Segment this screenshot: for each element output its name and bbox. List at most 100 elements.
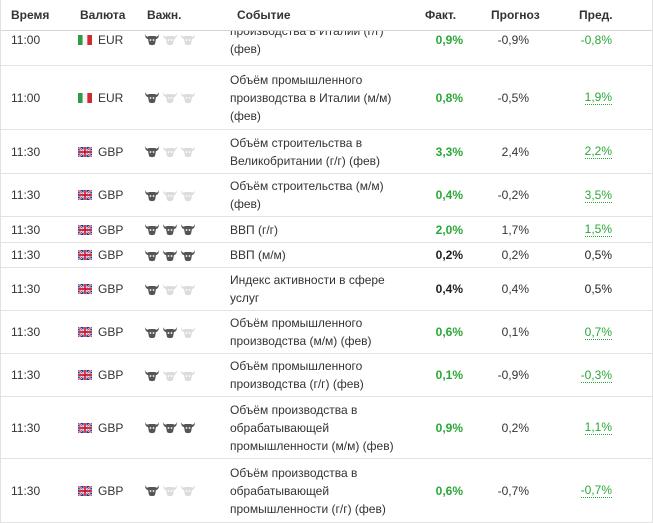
event-time: 11:30 xyxy=(11,144,41,159)
bull-empty-icon xyxy=(162,33,178,46)
previous-value-text[interactable]: 1,1% xyxy=(584,420,612,435)
event-name-text[interactable]: Объём строительства (м/м) (фев) xyxy=(230,177,384,213)
actual-value: 0,9% xyxy=(435,32,463,47)
event-name[interactable]: Объём промышленного производства (г/г) (ф… xyxy=(230,354,420,396)
event-name-text[interactable]: Объём промышленного производства (г/г) (ф… xyxy=(230,357,364,393)
bull-empty-icon xyxy=(180,283,196,296)
previous-value: -0,3% xyxy=(554,354,612,396)
previous-value: 2,2% xyxy=(554,130,612,173)
event-name[interactable]: Объём промышленного производства (м/м) (ф… xyxy=(230,311,420,353)
previous-value-text[interactable]: -0,7% xyxy=(580,483,612,498)
previous-value-text[interactable]: 1,9% xyxy=(584,90,612,105)
forecast-value: 0,2% xyxy=(501,248,529,262)
forecast-value: -0,7% xyxy=(497,483,529,498)
calendar-row[interactable]: 11:30 GBP Объём производства в обрабатывающ… xyxy=(1,459,652,523)
event-name[interactable]: ВВП (м/м) xyxy=(230,243,420,267)
forecast-value: 0,2% xyxy=(501,420,529,435)
header-currency[interactable]: Валюта xyxy=(80,8,126,22)
currency-code: EUR xyxy=(98,32,124,47)
event-name[interactable]: Объём производства в обрабатывающей промыш… xyxy=(230,459,420,522)
calendar-row[interactable]: 11:30 GBP Объём строительства в Великобрита… xyxy=(1,130,652,174)
event-time: 11:30 xyxy=(11,420,41,435)
importance-rating xyxy=(144,217,204,242)
actual-value: 0,8% xyxy=(435,90,463,105)
event-name-line: промышленности (м/м) (фев) xyxy=(230,438,394,453)
event-time: 11:30 xyxy=(11,222,41,237)
previous-value: 0,7% xyxy=(554,311,612,353)
calendar-row[interactable]: 11:30 GBP Объём промышленного производства … xyxy=(1,311,652,354)
currency-code: GBP xyxy=(98,282,124,296)
event-name[interactable]: Объём строительства в Великобритании (г/г… xyxy=(230,130,420,173)
event-name-text[interactable]: Объём строительства в Великобритании (г/г… xyxy=(230,134,380,170)
importance-rating xyxy=(144,130,204,173)
currency-code: GBP xyxy=(98,188,124,202)
header-forecast[interactable]: Прогноз xyxy=(491,8,540,22)
previous-value-text[interactable]: 3,5% xyxy=(584,187,612,203)
calendar-row[interactable]: 11:00 EUR Объём промышленного производства … xyxy=(1,66,652,130)
previous-value-text[interactable]: 2,2% xyxy=(584,144,612,159)
currency-cell: GBP xyxy=(78,311,138,353)
calendar-row[interactable]: 11:30 GBP ВВП (г/г) 2,0% 1,7% 1,5% xyxy=(1,217,652,243)
importance-rating xyxy=(144,14,204,65)
italy-flag xyxy=(78,92,98,103)
importance-rating xyxy=(144,354,204,396)
bull-filled-icon xyxy=(144,189,160,202)
bull-filled-icon xyxy=(144,223,160,236)
bull-filled-icon xyxy=(144,145,160,158)
currency-cell: EUR xyxy=(78,66,138,129)
event-name-text[interactable]: Индекс активности в сфере услуг xyxy=(230,271,385,307)
calendar-row[interactable]: 11:30 GBP Объём производства в обрабатывающ… xyxy=(1,397,652,459)
previous-value: 1,9% xyxy=(554,66,612,129)
bull-filled-icon xyxy=(144,484,160,497)
bull-empty-icon xyxy=(162,484,178,497)
actual-value: 0,9% xyxy=(435,420,463,435)
currency-cell: GBP xyxy=(78,459,138,522)
previous-value: -0,8% xyxy=(554,14,612,65)
bull-empty-icon xyxy=(162,145,178,158)
calendar-row[interactable]: 11:30 GBP ВВП (м/м) 0,2% 0,2% 0,5% xyxy=(1,243,652,268)
event-name-text[interactable]: ВВП (м/м) xyxy=(230,246,286,264)
event-name-text[interactable]: Объём производства в обрабатывающей промыш… xyxy=(230,401,394,455)
event-name-text[interactable]: Объём промышленного производства в Италии… xyxy=(230,71,391,125)
event-name-line: Объём промышленного xyxy=(230,316,363,330)
actual-value: 0,1% xyxy=(435,368,463,382)
header-actual[interactable]: Факт. xyxy=(425,8,457,22)
previous-value-text[interactable]: -0,3% xyxy=(580,367,612,383)
uk-flag xyxy=(78,146,98,157)
event-name-text[interactable]: Объём производства в обрабатывающей промыш… xyxy=(230,464,386,518)
header-importance[interactable]: Важн. xyxy=(147,8,182,22)
forecast-value: 0,1% xyxy=(501,325,529,339)
event-name-line: Объём строительства в xyxy=(230,135,363,150)
previous-value-text[interactable]: 0,7% xyxy=(584,324,612,340)
event-name[interactable]: Объём производства в обрабатывающей промыш… xyxy=(230,397,420,458)
event-name[interactable]: Объём промышленного производства в Италии… xyxy=(230,66,420,129)
event-name[interactable]: Объём строительства (м/м) (фев) xyxy=(230,174,420,216)
calendar-row[interactable]: 11:30 GBP Объём промышленного производства … xyxy=(1,354,652,397)
event-name[interactable]: ВВП (г/г) xyxy=(230,217,420,242)
event-name[interactable]: Индекс активности в сфере услуг xyxy=(230,268,420,310)
header-event[interactable]: Событие xyxy=(237,8,291,22)
actual-value: 0,6% xyxy=(435,325,463,339)
bull-filled-icon xyxy=(162,249,178,262)
currency-cell: GBP xyxy=(78,268,138,310)
event-name-text[interactable]: Объём промышленного производства (м/м) (ф… xyxy=(230,314,372,350)
bull-empty-icon xyxy=(180,33,196,46)
currency-cell: GBP xyxy=(78,217,138,242)
previous-value: 1,1% xyxy=(554,397,612,458)
calendar-row[interactable]: 11:30 GBP Индекс активности в сфере услуг 0,… xyxy=(1,268,652,311)
previous-value: 3,5% xyxy=(554,174,612,216)
currency-code: GBP xyxy=(98,420,124,435)
uk-flag xyxy=(78,327,98,337)
header-previous[interactable]: Пред. xyxy=(579,8,613,22)
event-name-line: производства в Италии (м/м) xyxy=(230,90,392,105)
event-name-line: ВВП (м/м) xyxy=(230,248,286,262)
forecast-value: 1,7% xyxy=(501,222,529,237)
event-name-text[interactable]: ВВП (г/г) xyxy=(230,221,278,239)
forecast-value: 2,4% xyxy=(501,144,529,159)
calendar-row[interactable]: 11:30 GBP Объём строительства (м/м) (фев) 0,… xyxy=(1,174,652,217)
bull-filled-icon xyxy=(144,369,160,382)
previous-value-text[interactable]: 1,5% xyxy=(584,222,612,237)
header-time[interactable]: Время xyxy=(11,8,50,22)
currency-cell: GBP xyxy=(78,397,138,458)
